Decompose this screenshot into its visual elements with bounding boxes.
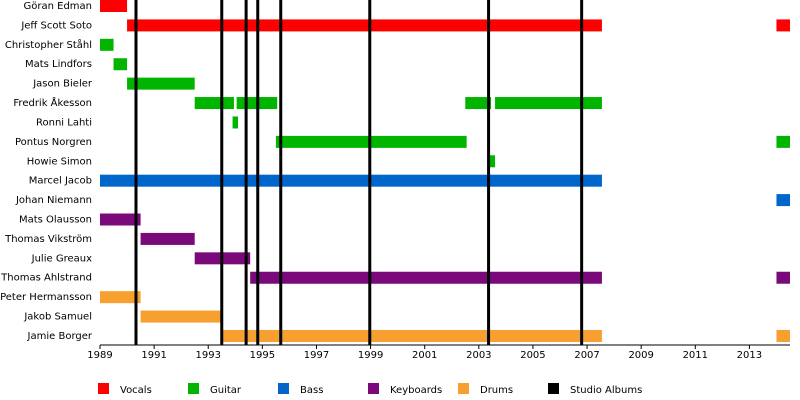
x-tick-label: 2007 xyxy=(574,350,599,361)
x-tick-label: 2001 xyxy=(412,350,437,361)
tenure-bar xyxy=(776,194,790,207)
legend-label: Keyboards xyxy=(390,385,442,396)
member-label: Fredrik Åkesson xyxy=(13,96,92,109)
legend-label: Drums xyxy=(480,385,513,396)
tenure-bar xyxy=(221,329,602,342)
tenure-bar xyxy=(140,232,195,245)
tenure-bar xyxy=(127,77,195,90)
member-label: Ronni Lahti xyxy=(36,117,92,128)
legend-swatch xyxy=(458,383,469,394)
member-label: Jakob Samuel xyxy=(23,312,92,323)
x-tick-label: 1993 xyxy=(196,350,221,361)
x-tick-label: 2009 xyxy=(628,350,653,361)
tenure-bar xyxy=(100,38,114,51)
legend-label: Vocals xyxy=(120,385,152,396)
tenure-bar xyxy=(776,329,790,342)
member-label: Jamie Borger xyxy=(27,331,93,342)
legend-label: Bass xyxy=(300,385,323,396)
member-label: Johan Niemann xyxy=(15,195,92,206)
x-tick-label: 1995 xyxy=(250,350,275,361)
member-label: Jeff Scott Soto xyxy=(20,20,92,31)
tenure-bar xyxy=(495,97,602,110)
tenure-bar xyxy=(776,135,790,148)
tenure-bar xyxy=(194,97,234,110)
member-label: Marcel Jacob xyxy=(29,176,92,187)
tenure-bar xyxy=(100,174,602,187)
tenure-bar xyxy=(465,97,491,110)
member-label: Göran Edman xyxy=(24,1,93,12)
member-label: Mats Olausson xyxy=(19,215,92,226)
legend-label: Studio Albums xyxy=(570,385,642,396)
tenure-bar xyxy=(250,271,602,284)
tenure-bar xyxy=(489,155,496,168)
member-label: Pontus Norgren xyxy=(15,137,92,148)
member-label: Christopher Ståhl xyxy=(5,38,92,51)
member-label: Julie Greaux xyxy=(31,253,92,264)
member-label: Thomas Ahlstrand xyxy=(0,273,92,284)
legend-label: Guitar xyxy=(210,385,242,396)
tenure-bar xyxy=(776,271,790,284)
legend-swatch xyxy=(368,383,379,394)
x-tick-label: 1999 xyxy=(358,350,383,361)
tenure-bar xyxy=(127,19,602,32)
tenure-bar xyxy=(776,19,790,32)
legend-swatch xyxy=(188,383,199,394)
x-tick-label: 1989 xyxy=(87,350,112,361)
legend-swatch xyxy=(548,383,559,394)
member-label: Jason Bieler xyxy=(32,79,93,90)
x-tick-label: 1997 xyxy=(304,350,329,361)
tenure-bar xyxy=(140,310,222,323)
tenure-bar xyxy=(232,116,238,129)
member-label: Mats Lindfors xyxy=(25,59,92,70)
legend-swatch xyxy=(98,383,109,394)
member-label: Peter Hermansson xyxy=(0,292,92,303)
tenure-bar xyxy=(100,291,141,304)
x-tick-label: 2011 xyxy=(683,350,708,361)
x-tick-label: 1991 xyxy=(141,350,166,361)
member-label: Thomas Vikström xyxy=(4,234,92,245)
tenure-bar xyxy=(100,213,141,226)
legend-swatch xyxy=(278,383,289,394)
x-tick-label: 2005 xyxy=(520,350,545,361)
x-tick-label: 2003 xyxy=(466,350,491,361)
tenure-bar xyxy=(100,0,128,12)
member-label: Howie Simon xyxy=(27,156,92,167)
x-tick-label: 2013 xyxy=(737,350,762,361)
tenure-bar xyxy=(113,58,128,71)
